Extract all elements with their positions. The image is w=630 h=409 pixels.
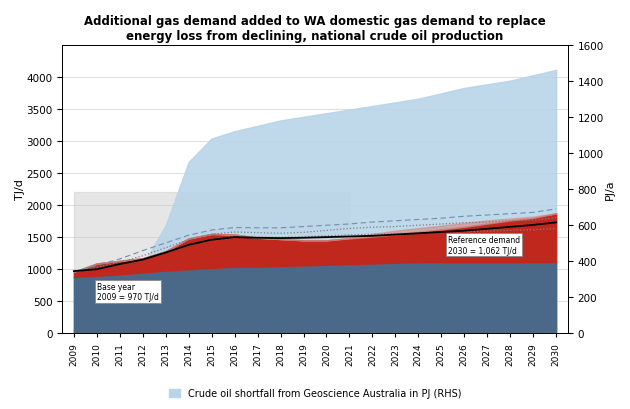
Text: Base year
2009 = 970 TJ/d: Base year 2009 = 970 TJ/d: [97, 282, 159, 302]
Y-axis label: TJ/d: TJ/d: [15, 179, 25, 200]
Text: Reference demand
2030 = 1,062 TJ/d: Reference demand 2030 = 1,062 TJ/d: [448, 236, 520, 255]
Y-axis label: PJ/a: PJ/a: [605, 179, 615, 200]
Title: Additional gas demand added to WA domestic gas demand to replace
energy loss fro: Additional gas demand added to WA domest…: [84, 15, 546, 43]
Legend: Crude oil shortfall from Geoscience Australia in PJ (RHS): Crude oil shortfall from Geoscience Aust…: [164, 384, 466, 402]
